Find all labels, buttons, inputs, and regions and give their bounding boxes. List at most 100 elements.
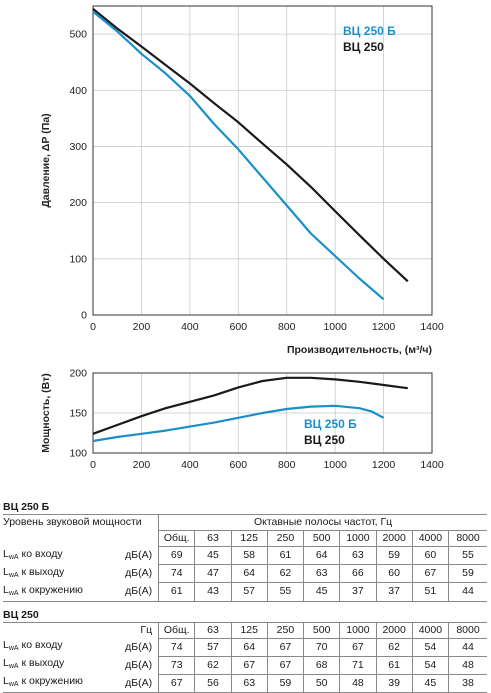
hz-label: Гц xyxy=(105,622,158,638)
value-cell: 48 xyxy=(340,674,376,693)
column-header: 500 xyxy=(304,622,340,638)
value-cell: 59 xyxy=(267,674,303,693)
value-cell: 59 xyxy=(376,547,412,565)
unit-cell: дБ(А) xyxy=(105,674,158,693)
value-cell: 67 xyxy=(340,638,376,656)
legend-label: ВЦ 250 Б xyxy=(343,24,396,38)
blank-cell xyxy=(3,622,105,638)
value-cell: 63 xyxy=(231,674,267,693)
y-tick-label: 300 xyxy=(69,141,87,153)
value-cell: 67 xyxy=(231,656,267,674)
value-cell: 44 xyxy=(449,638,488,656)
row-label: LwA к окружению xyxy=(3,674,105,693)
table1-title: ВЦ 250 Б xyxy=(3,500,487,514)
value-cell: 61 xyxy=(376,656,412,674)
unit-cell: дБ(А) xyxy=(105,656,158,674)
x-tick-label: 1000 xyxy=(323,459,347,471)
value-cell: 54 xyxy=(412,638,448,656)
value-cell: 61 xyxy=(159,583,195,602)
x-axis-label: Производительность, (м³/ч) xyxy=(287,344,432,356)
row-label-rest: к выходу xyxy=(19,657,65,669)
y-tick-label: 100 xyxy=(69,253,87,265)
x-tick-label: 600 xyxy=(230,321,248,333)
x-tick-label: 600 xyxy=(230,459,248,471)
unit-cell: дБ(А) xyxy=(105,583,158,602)
x-tick-label: 400 xyxy=(181,459,199,471)
legend-label: ВЦ 250 xyxy=(304,433,345,447)
row-label-sub: wA xyxy=(9,663,19,670)
column-header: 1000 xyxy=(340,622,376,638)
x-tick-label: 800 xyxy=(278,321,296,333)
x-tick-label: 1200 xyxy=(372,321,396,333)
value-cell: 60 xyxy=(376,565,412,583)
value-cell: 37 xyxy=(340,583,376,602)
value-cell: 45 xyxy=(195,547,231,565)
x-tick-label: 200 xyxy=(133,459,151,471)
table1-header-label: Уровень звуковой мощности xyxy=(3,515,159,531)
row-label-sub: wA xyxy=(9,681,19,688)
value-cell: 57 xyxy=(231,583,267,602)
row-label-rest: к выходу xyxy=(19,566,65,578)
column-header: Общ. xyxy=(159,622,195,638)
legend-label: ВЦ 250 xyxy=(343,40,384,54)
unit-cell: дБ(А) xyxy=(105,547,158,565)
column-header: 125 xyxy=(231,531,267,547)
y-axis-label: Давление, ΔР (Па) xyxy=(40,113,52,207)
value-cell: 50 xyxy=(304,674,340,693)
y-tick-label: 0 xyxy=(81,310,87,322)
blank-cell xyxy=(105,531,158,547)
y-axis-label: Мощность, (Вт) xyxy=(40,373,52,453)
value-cell: 69 xyxy=(159,547,195,565)
row-label-sub: wA xyxy=(9,554,19,561)
value-cell: 74 xyxy=(159,638,195,656)
x-tick-label: 400 xyxy=(181,321,199,333)
row-label: LwA ко входу xyxy=(3,547,105,565)
column-header: 125 xyxy=(231,622,267,638)
row-label-sub: wA xyxy=(9,645,19,652)
value-cell: 38 xyxy=(449,674,488,693)
x-tick-label: 800 xyxy=(278,459,296,471)
x-tick-label: 0 xyxy=(90,321,96,333)
value-cell: 67 xyxy=(267,656,303,674)
value-cell: 55 xyxy=(267,583,303,602)
table1-bands-title: Октавные полосы частот, Гц xyxy=(159,515,487,531)
value-cell: 48 xyxy=(449,656,488,674)
column-header: 250 xyxy=(267,622,303,638)
column-header: 500 xyxy=(304,531,340,547)
value-cell: 61 xyxy=(267,547,303,565)
y-tick-label: 400 xyxy=(69,85,87,97)
y-tick-label: 500 xyxy=(69,29,87,41)
y-tick-label: 200 xyxy=(69,197,87,209)
value-cell: 73 xyxy=(159,656,195,674)
value-cell: 43 xyxy=(195,583,231,602)
column-header: 1000 xyxy=(340,531,376,547)
column-header: 250 xyxy=(267,531,303,547)
value-cell: 45 xyxy=(412,674,448,693)
blank-cell xyxy=(3,531,105,547)
row-label: LwA к выходу xyxy=(3,656,105,674)
column-header: 8000 xyxy=(449,622,488,638)
value-cell: 64 xyxy=(231,638,267,656)
value-cell: 67 xyxy=(267,638,303,656)
unit-cell: дБ(А) xyxy=(105,638,158,656)
value-cell: 62 xyxy=(267,565,303,583)
column-header: 63 xyxy=(195,622,231,638)
value-cell: 64 xyxy=(304,547,340,565)
value-cell: 63 xyxy=(304,565,340,583)
x-tick-label: 0 xyxy=(90,459,96,471)
column-header: Общ. xyxy=(159,531,195,547)
unit-cell: дБ(А) xyxy=(105,565,158,583)
table2-title: ВЦ 250 xyxy=(3,608,487,622)
value-cell: 39 xyxy=(376,674,412,693)
x-tick-label: 1000 xyxy=(323,321,347,333)
value-cell: 63 xyxy=(340,547,376,565)
value-cell: 54 xyxy=(412,656,448,674)
value-cell: 37 xyxy=(376,583,412,602)
value-cell: 59 xyxy=(448,565,487,583)
column-header: 8000 xyxy=(448,531,487,547)
column-header: 2000 xyxy=(376,622,412,638)
